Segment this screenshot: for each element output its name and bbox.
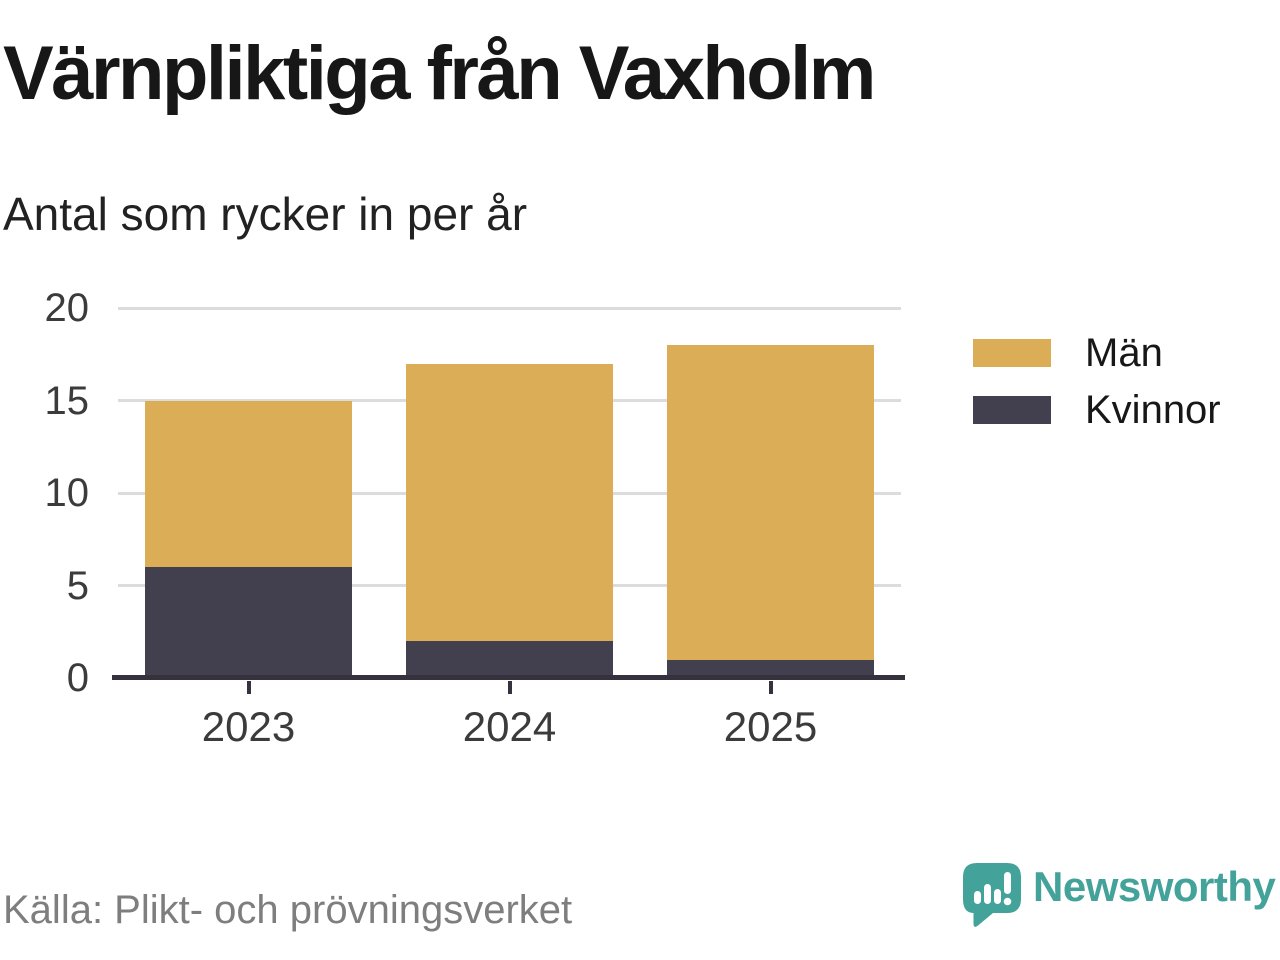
- plot-area: 0 5 10 15 20 2023 2024 2025: [45, 288, 905, 750]
- legend: Män Kvinnor: [973, 330, 1221, 432]
- y-tick-label: 5: [66, 563, 89, 608]
- chart-title: Värnpliktiga från Vaxholm: [3, 31, 876, 116]
- legend-label: Kvinnor: [1085, 387, 1221, 432]
- newsworthy-logo-icon: [963, 863, 1021, 927]
- x-axis-tick: [246, 681, 251, 694]
- legend-item-män: Män: [973, 330, 1221, 375]
- bar-segment-kvinnor-2024: [406, 641, 613, 678]
- y-tick-label: 15: [44, 378, 90, 423]
- legend-swatch: [973, 396, 1051, 424]
- y-tick-label: 10: [44, 471, 90, 515]
- bar-segment-män-2023: [145, 400, 352, 567]
- bar-segment-män-2024: [406, 363, 613, 641]
- source-note: Källa: Plikt- och prövningsverket: [3, 888, 573, 932]
- legend-swatch: [973, 339, 1051, 367]
- gridline: [118, 306, 901, 310]
- x-axis-line: [112, 675, 905, 680]
- legend-label: Män: [1085, 330, 1163, 375]
- chart-subtitle: Antal som rycker in per år: [3, 188, 528, 240]
- bar-segment-kvinnor-2023: [145, 567, 352, 678]
- x-tick-label: 2023: [201, 703, 296, 750]
- brand-name: Newsworthy: [1033, 863, 1276, 910]
- x-tick-label: 2024: [462, 703, 557, 750]
- x-tick-label: 2025: [723, 703, 818, 750]
- x-axis-tick: [507, 681, 512, 694]
- x-axis-tick: [768, 681, 773, 694]
- bar-segment-kvinnor-2025: [667, 659, 874, 678]
- legend-item-kvinnor: Kvinnor: [973, 387, 1221, 432]
- brand-logo: Newsworthy: [963, 863, 1276, 929]
- y-tick-label: 0: [66, 656, 89, 700]
- bar-segment-män-2025: [667, 345, 874, 660]
- y-tick-label: 20: [44, 286, 90, 330]
